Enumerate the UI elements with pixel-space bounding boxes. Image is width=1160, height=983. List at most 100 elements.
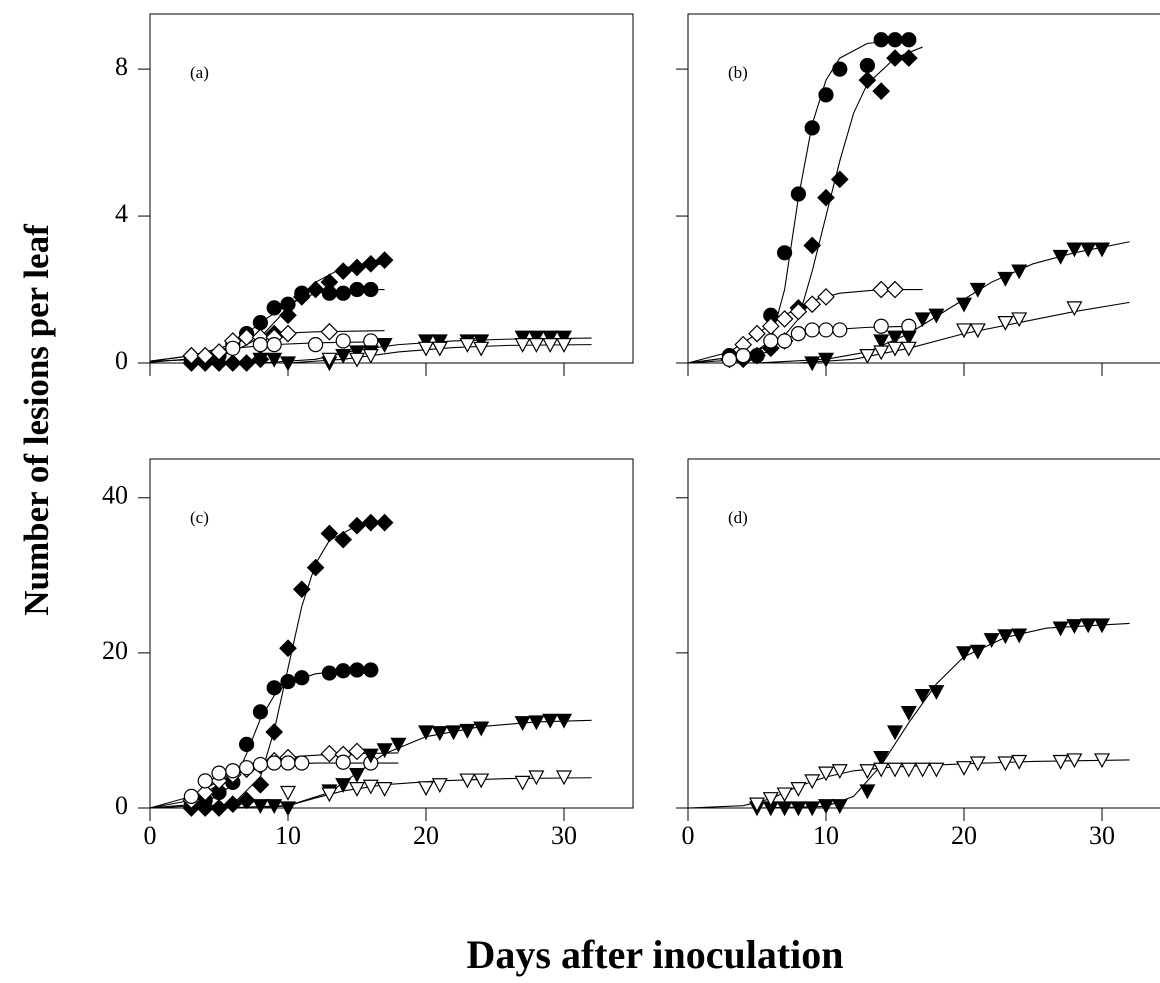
marker — [1093, 753, 1111, 769]
marker — [390, 737, 407, 753]
marker — [361, 513, 380, 532]
marker — [528, 770, 545, 786]
marker — [361, 254, 380, 273]
panel-label: (b) — [728, 63, 748, 82]
marker — [335, 754, 351, 770]
marker — [859, 764, 876, 780]
marker — [872, 280, 891, 299]
marker — [225, 340, 241, 356]
marker — [335, 663, 351, 679]
panel: 0 4 8 (a) — [115, 13, 634, 376]
marker — [1052, 621, 1069, 637]
marker — [1093, 242, 1111, 258]
marker — [776, 245, 793, 261]
y-tick-label: 0 — [115, 791, 128, 820]
marker — [886, 330, 904, 346]
marker — [775, 310, 794, 328]
y-tick-label: 40 — [102, 481, 128, 510]
x-axis-label: Days after inoculation — [466, 932, 843, 977]
marker — [1066, 301, 1083, 317]
fit-curve — [687, 46, 923, 364]
marker — [873, 318, 889, 334]
x-tick-label: 0 — [682, 821, 695, 850]
marker — [555, 713, 573, 729]
x-tick-label: 10 — [275, 821, 301, 850]
marker — [748, 324, 766, 343]
marker — [789, 302, 808, 321]
marker — [873, 32, 889, 48]
marker — [514, 775, 531, 791]
marker — [375, 513, 394, 532]
marker — [555, 338, 573, 353]
marker — [555, 770, 573, 786]
marker — [763, 333, 779, 349]
marker — [997, 271, 1014, 287]
panel: (b) — [676, 13, 1160, 376]
marker — [280, 296, 296, 312]
x-tick-label: 30 — [1089, 821, 1115, 850]
marker — [252, 352, 269, 368]
marker — [349, 281, 365, 298]
marker — [431, 334, 448, 350]
marker — [873, 750, 890, 766]
marker — [349, 662, 365, 678]
marker — [459, 773, 476, 789]
marker — [859, 784, 876, 800]
marker — [266, 680, 282, 696]
marker — [321, 665, 337, 681]
marker — [804, 774, 821, 790]
marker — [542, 713, 559, 729]
marker — [363, 662, 379, 678]
marker — [473, 334, 490, 350]
marker — [803, 236, 822, 255]
marker — [223, 354, 242, 372]
marker — [1066, 753, 1083, 769]
marker — [886, 341, 904, 357]
marker — [237, 791, 256, 810]
marker — [348, 258, 366, 277]
marker — [279, 785, 297, 801]
panel: 0 10 20 30 0 20 40 (c) — [102, 458, 634, 850]
marker — [983, 633, 1000, 648]
marker — [266, 352, 283, 368]
marker — [542, 338, 559, 353]
marker — [279, 801, 297, 817]
marker — [832, 322, 848, 338]
marker — [251, 775, 270, 794]
marker — [266, 755, 282, 771]
marker — [555, 330, 573, 346]
marker — [348, 768, 366, 783]
marker — [320, 744, 339, 763]
marker — [431, 726, 448, 742]
marker — [914, 312, 931, 328]
marker — [265, 723, 284, 741]
marker — [997, 629, 1014, 645]
marker — [748, 346, 766, 365]
marker — [1066, 242, 1083, 258]
x-tick-label: 30 — [551, 821, 577, 850]
marker — [817, 799, 835, 814]
marker — [955, 761, 973, 776]
marker — [528, 338, 545, 353]
marker — [1080, 242, 1097, 258]
marker — [969, 644, 986, 660]
marker — [252, 337, 268, 353]
marker — [348, 345, 366, 361]
marker — [887, 32, 903, 48]
marker — [955, 297, 973, 313]
marker — [1052, 754, 1069, 770]
marker — [886, 49, 904, 67]
marker — [320, 322, 339, 341]
plot-frame — [687, 458, 1160, 809]
marker — [459, 723, 476, 739]
marker — [830, 170, 849, 189]
marker — [997, 756, 1014, 772]
marker — [969, 323, 986, 339]
marker — [182, 346, 201, 365]
marker — [335, 285, 351, 301]
marker — [294, 285, 310, 301]
marker — [252, 799, 269, 814]
x-tick-label: 10 — [813, 821, 839, 850]
y-tick-label: 20 — [102, 636, 128, 665]
x-tick-label: 20 — [951, 821, 977, 850]
